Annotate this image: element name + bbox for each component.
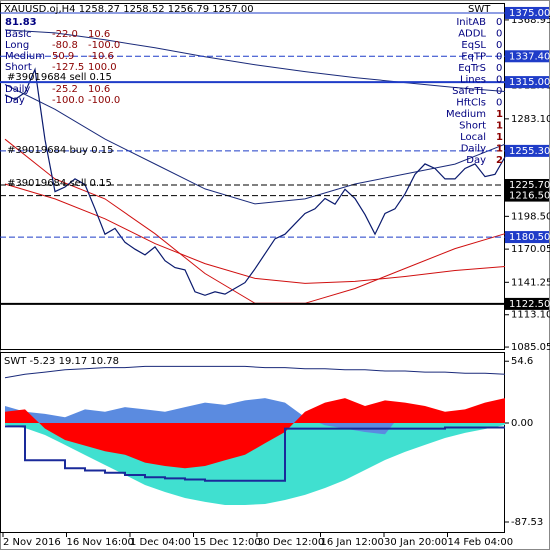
info-value: 10.6 — [88, 29, 110, 40]
level-box — [505, 50, 549, 63]
status-label: SafeTL — [452, 86, 486, 97]
y-tick-label: 54.6 — [511, 356, 533, 367]
status-label: EqTrS — [458, 63, 486, 74]
level-box — [505, 6, 549, 19]
status-value: 1 — [496, 132, 503, 143]
moving-average — [4, 29, 506, 92]
status-label: ADDL — [458, 29, 486, 40]
indicator-area — [5, 398, 505, 435]
y-tick-label: 1170.05 — [511, 244, 550, 255]
x-tick-label: 2 Nov 2016 — [3, 537, 61, 548]
level-label: 1180.50 — [509, 232, 550, 243]
y-tick-label: 1283.10 — [511, 114, 550, 125]
y-tick-label: 1113.10 — [511, 310, 550, 321]
level-box — [505, 231, 549, 244]
indicator-panel — [0, 352, 505, 533]
info-value: -100.0 — [52, 95, 84, 106]
status-value: 1 — [496, 121, 503, 132]
level-label: 1225.70 — [509, 180, 550, 191]
y-tick-label: 1368.95 — [511, 15, 550, 26]
y-tick-label: 1141.25 — [511, 277, 550, 288]
info-value: 10.6 — [88, 84, 110, 95]
indicator-name: SWT — [468, 4, 491, 15]
indicator-title: SWT -5.23 19.17 10.78 — [4, 356, 119, 367]
level-label: 1216.50 — [509, 191, 550, 202]
y-tick-label: 1198.50 — [511, 211, 550, 222]
info-value: 100.0 — [88, 62, 117, 73]
status-value: 0 — [496, 52, 502, 63]
main-chart: 1368.951312.051283.101198.501170.051141.… — [0, 6, 550, 353]
signal-line — [5, 425, 505, 482]
level-label: 1122.50 — [509, 299, 550, 310]
status-label: Local — [460, 132, 486, 143]
status-label: Lines — [460, 75, 486, 86]
x-tick-label: 30 Dec 12:00 — [257, 537, 324, 548]
moving-average — [4, 84, 506, 205]
info-label: Long — [5, 40, 29, 51]
moving-average — [4, 183, 506, 284]
level-box — [505, 297, 549, 310]
indicator-area — [5, 398, 505, 469]
status-value: 2 — [496, 155, 503, 166]
y-tick-label: 0.00 — [511, 418, 533, 429]
status-label: InitAB — [456, 17, 486, 28]
info-value: -127.5 — [52, 62, 84, 73]
status-value: 0 — [496, 29, 502, 40]
indicator-chart: 54.6 0.00 -87.53 — [4, 356, 543, 528]
level-label: 1337.40 — [509, 51, 550, 62]
info-label: Daily — [5, 84, 30, 95]
info-value: -100.0 — [88, 95, 120, 106]
level-box — [505, 76, 549, 89]
info-value: -10.6 — [88, 51, 114, 62]
order-label: #39019684 sell 0.15 — [7, 178, 112, 189]
status-value: 0 — [496, 40, 502, 51]
info-label: Medium — [5, 51, 45, 62]
symbol-title: XAUUSD.oj,H4 1258.27 1258.52 1256.79 125… — [4, 4, 254, 15]
x-tick-label: 30 Jan 20:00 — [384, 537, 447, 548]
info-value: -80.8 — [52, 40, 78, 51]
order-label: #39019684 sell 0.15 — [7, 72, 112, 83]
info-value: -22.0 — [52, 29, 78, 40]
status-label: EqTP — [461, 52, 486, 63]
status-label: Daily — [461, 144, 486, 155]
status-value: 1 — [496, 109, 503, 120]
level-box — [505, 189, 549, 202]
y-tick-label: -87.53 — [511, 517, 543, 528]
status-value: 0 — [496, 75, 502, 86]
status-label: HftCls — [456, 98, 486, 109]
status-label: Medium — [446, 109, 486, 120]
status-label: Short — [459, 121, 486, 132]
status-value: 0 — [496, 86, 502, 97]
status-value: 0 — [496, 17, 502, 28]
info-label: Day — [5, 95, 25, 106]
main-panel — [0, 3, 505, 350]
x-tick-label: 14 Feb 04:00 — [448, 537, 514, 548]
x-tick-label: 1 Dec 04:00 — [130, 537, 191, 548]
status-value: 1 — [496, 144, 503, 155]
info-value: 81.83 — [5, 17, 37, 28]
info-value: -100.0 — [88, 40, 120, 51]
indicator-band — [4, 365, 506, 379]
price-line — [4, 67, 506, 296]
level-label: 1375.00 — [509, 8, 550, 19]
info-label: Basic — [5, 29, 31, 40]
level-box — [505, 144, 549, 157]
status-value: 0 — [496, 63, 502, 74]
info-value: 50.9 — [52, 51, 74, 62]
level-label: 1255.30 — [509, 146, 550, 157]
status-label: Day — [466, 155, 486, 166]
y-tick-label: 1085.05 — [511, 342, 550, 353]
level-box — [505, 178, 549, 191]
info-label: Short — [5, 62, 32, 73]
x-tick-label: 16 Jan 12:00 — [321, 537, 384, 548]
x-tick-label: 16 Nov 16:00 — [67, 537, 134, 548]
status-value: 0 — [496, 98, 502, 109]
level-label: 1315.00 — [509, 77, 550, 88]
info-value: -25.2 — [52, 84, 78, 95]
order-label: #39019684 buy 0.15 — [7, 145, 114, 156]
x-tick-label: 15 Dec 12:00 — [194, 537, 261, 548]
status-label: EqSL — [461, 40, 486, 51]
